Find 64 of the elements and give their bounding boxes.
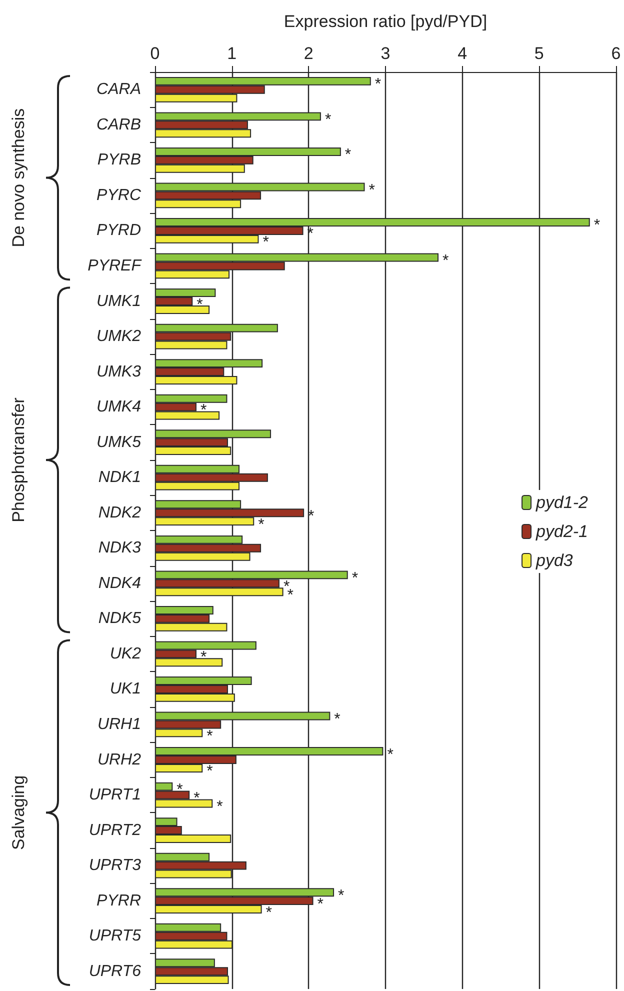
y-tick-label: UMK2 <box>96 328 142 346</box>
annotation: * <box>338 887 344 904</box>
y-tick-label: UMK3 <box>96 363 142 380</box>
annotation: * <box>442 252 449 270</box>
y-tick-label: PYRC <box>96 186 142 204</box>
x-tick-label: 5 <box>534 44 544 63</box>
x-axis-title: Expression ratio [pyd/PYD] <box>284 12 488 31</box>
annotation: * <box>317 896 324 913</box>
y-tick-label: UMK4 <box>96 398 142 416</box>
y-tick-label: NDK4 <box>98 574 142 592</box>
annotation: * <box>194 790 200 808</box>
annotation: * <box>387 746 394 764</box>
x-tick-label: 2 <box>304 44 314 63</box>
y-tick-label: UPRT3 <box>88 857 142 874</box>
y-tick-label: URH2 <box>97 751 142 768</box>
annotation: * <box>262 234 269 252</box>
annotation: * <box>196 296 203 314</box>
y-tick-label: CARB <box>96 116 142 134</box>
y-tick-label: UK2 <box>110 645 142 662</box>
x-tick-label: 6 <box>611 44 621 63</box>
x-tick-label: 3 <box>380 44 390 63</box>
annotation: * <box>334 711 340 728</box>
legend-label: pyd3 <box>535 551 574 570</box>
annotation: * <box>368 182 375 199</box>
text: Phosphotransfer <box>9 397 28 522</box>
x-tick-label: 1 <box>227 44 237 63</box>
x-tick-label: 4 <box>458 44 468 63</box>
annotation: * <box>352 570 358 587</box>
annotation: * <box>206 763 213 780</box>
y-tick-label: PYRB <box>97 152 142 169</box>
y-tick-label: NDK1 <box>98 469 141 486</box>
y-tick-label: NDK2 <box>98 504 142 522</box>
y-tick-label: NDK3 <box>98 540 142 557</box>
y-tick-label: PYRR <box>96 892 142 910</box>
annotation: * <box>594 217 600 234</box>
text: De novo synthesis <box>9 108 28 248</box>
y-tick-label: PYREF <box>88 257 142 274</box>
y-tick-label: UPRT1 <box>88 786 141 804</box>
y-tick-label: UMK1 <box>96 292 141 310</box>
y-tick-label: UPRT5 <box>88 928 142 945</box>
annotation: * <box>324 111 332 128</box>
annotation: * <box>176 782 183 799</box>
y-tick-label: UMK5 <box>96 434 142 451</box>
annotation: * <box>308 508 314 525</box>
annotation: * <box>266 904 272 922</box>
y-tick-label: PYRD <box>96 222 142 240</box>
annotation: * <box>206 728 213 745</box>
y-tick-label: URH1 <box>97 716 141 733</box>
y-tick-label: UPRT6 <box>88 962 142 980</box>
annotation: * <box>216 798 223 816</box>
annotation: * <box>374 76 382 94</box>
x-tick-label: 0 <box>150 44 160 63</box>
y-tick-label: NDK5 <box>98 610 142 628</box>
y-tick-label: CARA <box>96 81 141 98</box>
annotation: * <box>287 586 294 604</box>
legend-label: pyd2-1 <box>535 522 588 541</box>
annotation: * <box>200 648 207 666</box>
y-tick-label: UPRT2 <box>88 822 142 839</box>
annotation: * <box>344 146 352 164</box>
y-tick-label: UK1 <box>110 680 141 698</box>
legend-label: pyd1-2 <box>535 493 589 512</box>
annotation: * <box>258 516 264 534</box>
text: Salvaging <box>9 775 28 850</box>
annotation: * <box>200 402 207 420</box>
